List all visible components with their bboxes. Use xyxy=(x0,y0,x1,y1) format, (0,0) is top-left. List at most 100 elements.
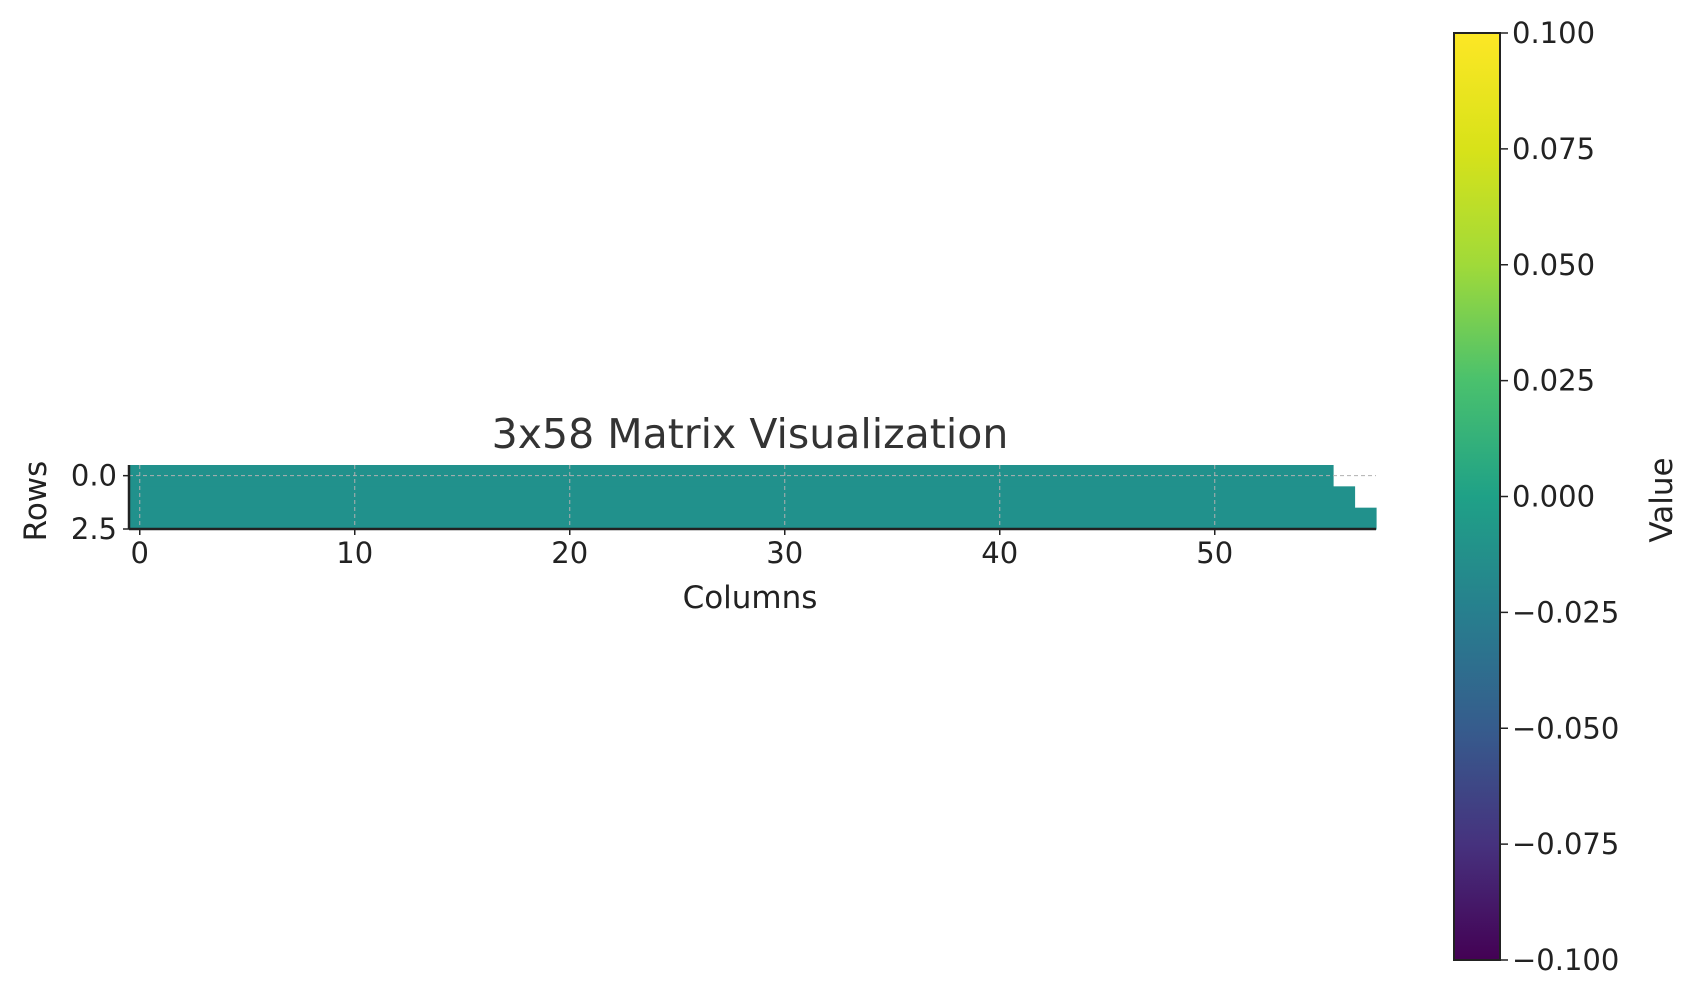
heatmap-cell xyxy=(516,508,538,530)
heatmap-cell xyxy=(452,486,474,508)
heatmap-cell xyxy=(301,486,323,508)
heatmap-cell xyxy=(258,486,280,508)
x-tick-label: 30 xyxy=(766,536,803,570)
plot-area: 0 10 20 30 40 50 0.02.5 xyxy=(71,459,1377,570)
colorbar-label: Value xyxy=(1644,457,1680,542)
heatmap-cell xyxy=(925,486,947,508)
heatmap-cell xyxy=(194,465,216,487)
heatmap-cell xyxy=(839,508,861,530)
heatmap-cell xyxy=(1355,508,1377,530)
colorbar-tick-label: −0.075 xyxy=(1512,827,1619,861)
heatmap-cell xyxy=(968,508,990,530)
heatmap-cell xyxy=(1312,486,1334,508)
heatmap-cell xyxy=(1290,486,1312,508)
colorbar-tick-label: 0.075 xyxy=(1512,132,1595,166)
heatmap-cell xyxy=(860,486,882,508)
heatmap-cell xyxy=(817,508,839,530)
x-tick-label: 40 xyxy=(981,536,1018,570)
y-tick-label: 2.5 xyxy=(71,512,117,546)
heatmap-cell xyxy=(946,508,968,530)
colorbar-tick-label: 0.100 xyxy=(1512,16,1595,50)
heatmap-cell xyxy=(645,486,667,508)
heatmap-cell xyxy=(151,508,173,530)
heatmap-cell xyxy=(516,486,538,508)
heatmap-cell xyxy=(753,508,775,530)
heatmap-cell xyxy=(1140,486,1162,508)
heatmap-cell xyxy=(925,508,947,530)
heatmap-cell xyxy=(430,486,452,508)
heatmap-cell xyxy=(1118,486,1140,508)
heatmap-cell xyxy=(538,486,560,508)
heatmap-cell xyxy=(602,508,624,530)
heatmap-cell xyxy=(473,486,495,508)
heatmap-cell xyxy=(194,486,216,508)
heatmap-cell xyxy=(1333,508,1355,530)
heatmap-cell xyxy=(688,508,710,530)
heatmap-cell xyxy=(1054,508,1076,530)
heatmap-cell xyxy=(1097,508,1119,530)
heatmap-cell xyxy=(903,486,925,508)
colorbar-tick-label: 0.000 xyxy=(1512,480,1595,514)
x-tick-label: 0 xyxy=(131,536,149,570)
heatmap-cell xyxy=(1312,508,1334,530)
heatmap-cell xyxy=(667,486,689,508)
heatmap-cell xyxy=(1075,508,1097,530)
x-axis-ticks: 0 10 20 30 40 50 xyxy=(131,529,1234,570)
heatmap-cell xyxy=(1161,486,1183,508)
heatmap-cell xyxy=(452,508,474,530)
heatmap-cell xyxy=(495,508,517,530)
heatmap-cell xyxy=(473,508,495,530)
heatmap-cell xyxy=(581,486,603,508)
heatmap-cell xyxy=(237,508,259,530)
heatmap-cell xyxy=(753,486,775,508)
heatmap-cell xyxy=(796,508,818,530)
heatmap-cell xyxy=(430,508,452,530)
heatmap-cell xyxy=(903,508,925,530)
heatmap-cell xyxy=(1290,508,1312,530)
heatmap-cell xyxy=(1333,486,1355,508)
heatmap-cell xyxy=(796,465,818,487)
heatmap-cell xyxy=(1247,508,1269,530)
x-tick-label: 50 xyxy=(1196,536,1233,570)
heatmap-cell xyxy=(602,486,624,508)
heatmap-cell xyxy=(366,508,388,530)
heatmap-cell xyxy=(1118,508,1140,530)
heatmap-cell xyxy=(1226,486,1248,508)
heatmap-cell xyxy=(1247,486,1269,508)
heatmap-cell xyxy=(473,465,495,487)
heatmap-cell xyxy=(1075,465,1097,487)
heatmap-cell xyxy=(301,508,323,530)
heatmap-cell xyxy=(495,486,517,508)
heatmap-cell xyxy=(624,486,646,508)
heatmap-cell xyxy=(495,465,517,487)
heatmap-cell xyxy=(1269,486,1291,508)
heatmap-cell xyxy=(817,465,839,487)
heatmap-cell xyxy=(323,508,345,530)
heatmap-cell xyxy=(1011,486,1033,508)
x-axis-label: Columns xyxy=(683,580,818,616)
heatmap-cell xyxy=(280,486,302,508)
colorbar-ticks: 0.100 0.075 0.050 0.025 0.000 −0.025 −0.050 −0.… xyxy=(1500,16,1619,977)
heatmap-cell xyxy=(323,486,345,508)
heatmap-cell xyxy=(172,465,194,487)
heatmap-cell xyxy=(1075,486,1097,508)
heatmap-cell xyxy=(172,508,194,530)
heatmap-cell xyxy=(796,486,818,508)
x-tick-label: 10 xyxy=(336,536,373,570)
heatmap-cell xyxy=(1269,508,1291,530)
heatmap-cell xyxy=(731,508,753,530)
heatmap-cell xyxy=(710,486,732,508)
heatmap-cell xyxy=(624,508,646,530)
colorbar-tick-label: −0.100 xyxy=(1512,943,1619,977)
heatmap-cell xyxy=(280,508,302,530)
heatmap-cell xyxy=(538,508,560,530)
heatmap-cell xyxy=(839,486,861,508)
heatmap-cell xyxy=(882,508,904,530)
y-axis-label: Rows xyxy=(18,461,54,542)
heatmap-cell xyxy=(710,508,732,530)
heatmap-cell xyxy=(1118,465,1140,487)
heatmap-cell xyxy=(1054,486,1076,508)
heatmap-cell xyxy=(581,508,603,530)
colorbar-tick-label: 0.050 xyxy=(1512,248,1595,282)
